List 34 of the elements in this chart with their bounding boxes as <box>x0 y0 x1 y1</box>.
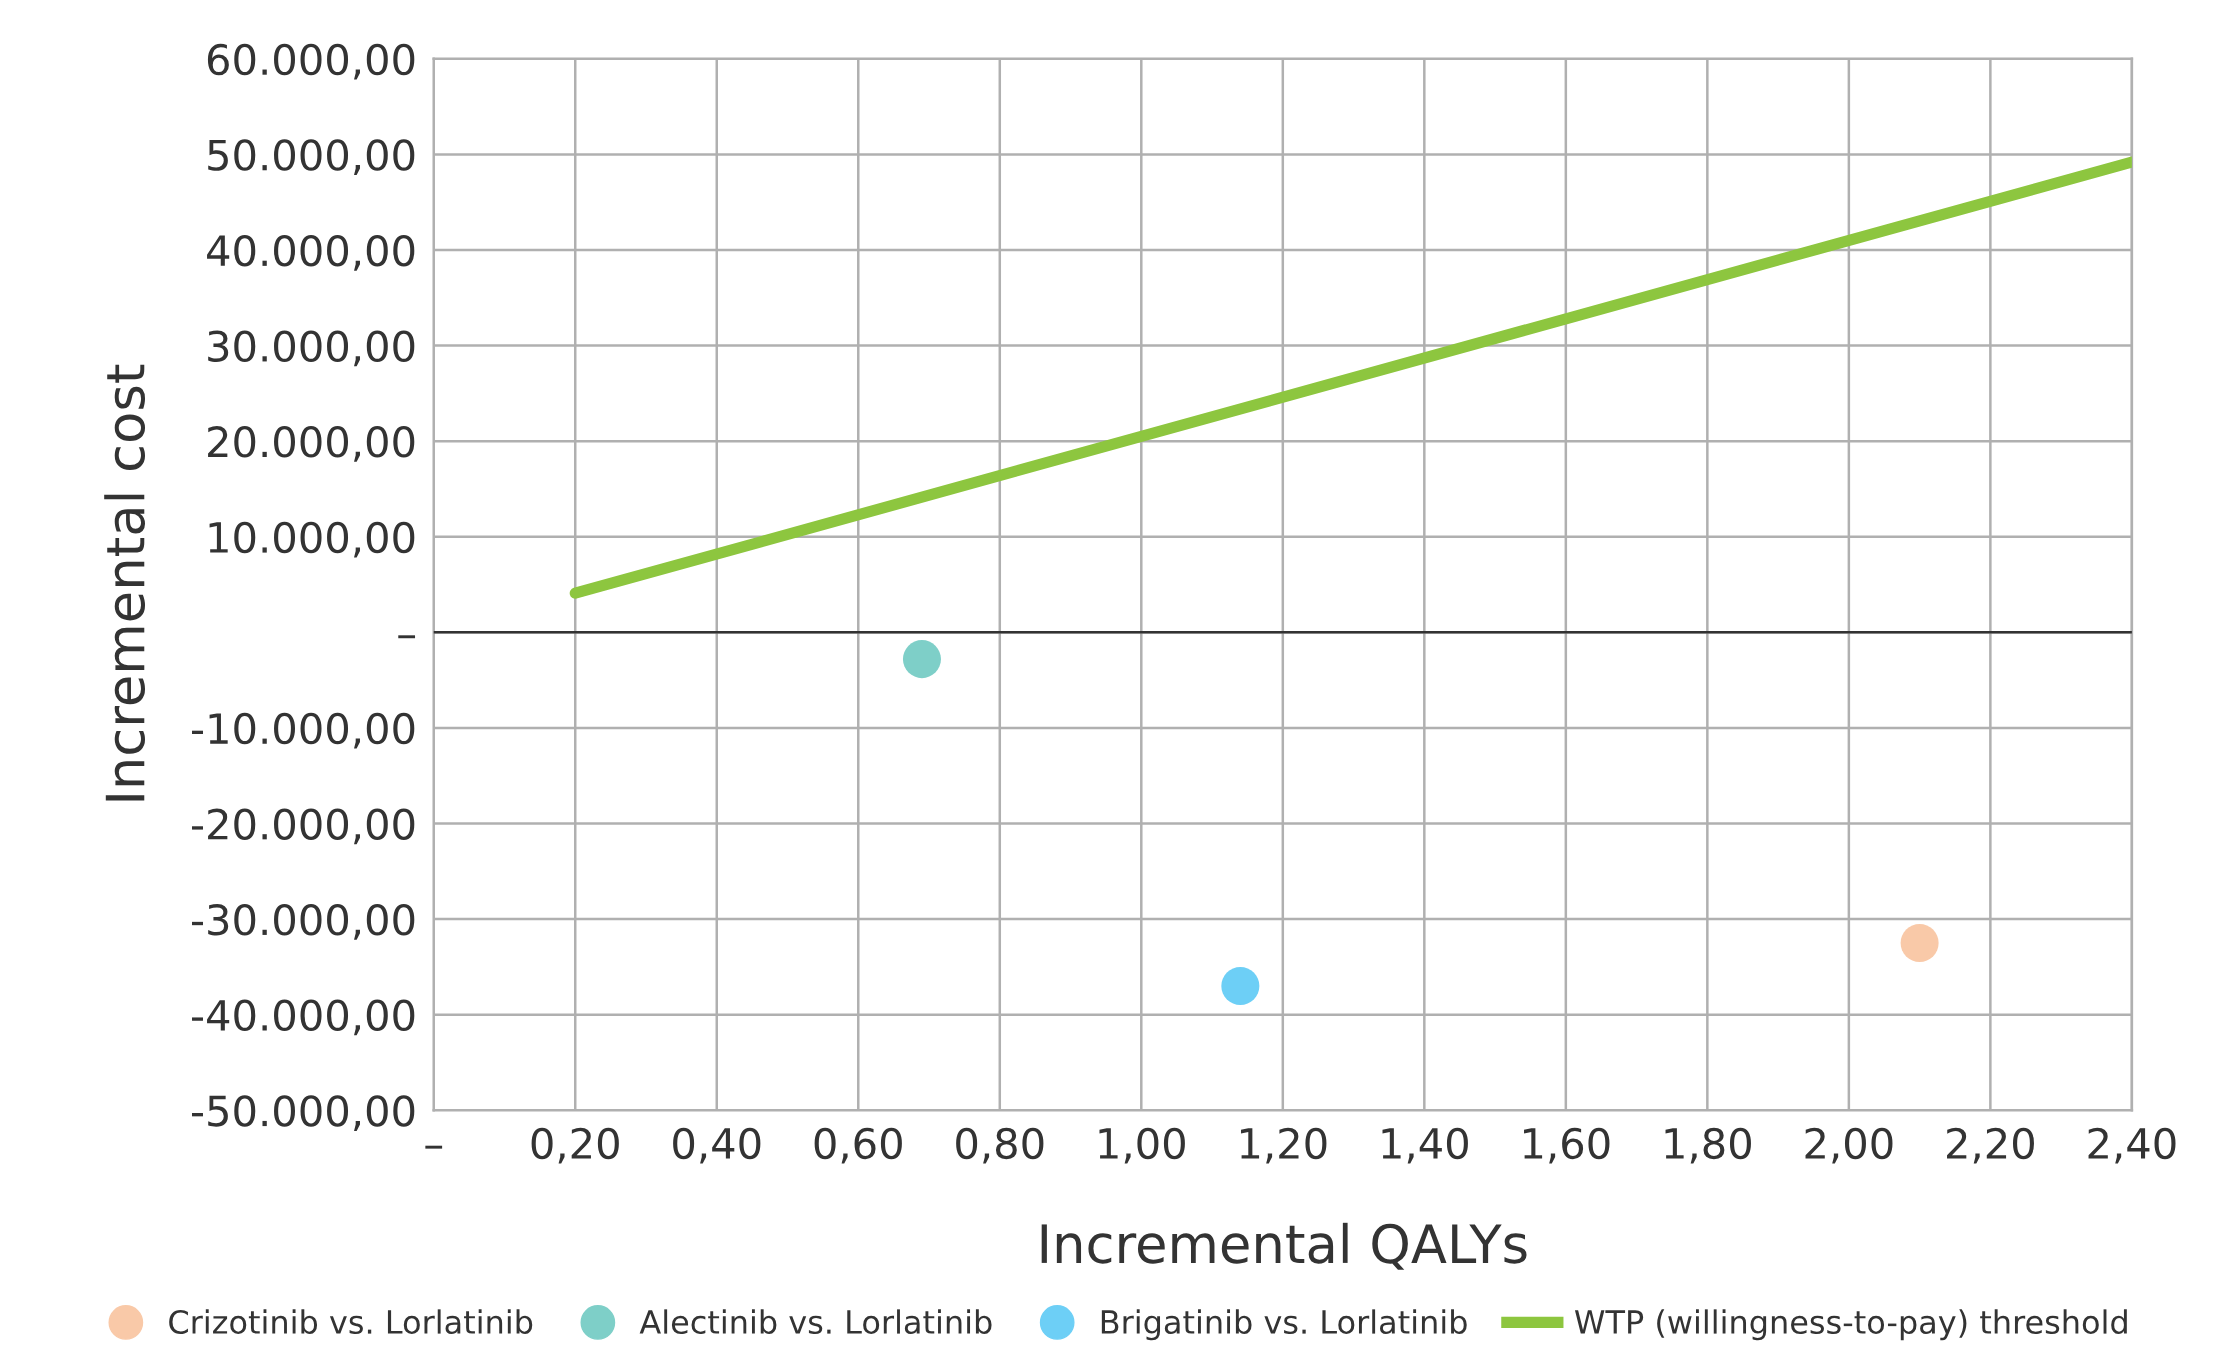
legend-label: Brigatinib vs. Lorlatinib <box>1101 1309 1467 1341</box>
x-tick-label: 1,00 <box>1099 1127 1185 1164</box>
x-tick-label: 2,00 <box>1805 1127 1893 1164</box>
point <box>1221 966 1260 1006</box>
legend-label: WTP (willingness-to-pay) threshold <box>1574 1309 2127 1341</box>
x-tick-label: 2,40 <box>2088 1127 2176 1164</box>
x-tick-label: 0,40 <box>673 1127 761 1164</box>
legend-label: Alectinib vs. Lorlatinib <box>639 1309 992 1335</box>
y-tick-label: -40.000,00 <box>192 999 415 1036</box>
x-tick-label: 1,20 <box>1241 1127 1327 1164</box>
x-tick-label: 0,60 <box>814 1127 902 1164</box>
y-tick-label: – <box>398 635 416 639</box>
x-tick-label: 0,80 <box>956 1127 1044 1164</box>
x-axis-title: Incremental QALYs <box>1041 1222 1527 1270</box>
point <box>902 640 941 679</box>
x-tick-label: 1,80 <box>1665 1127 1751 1164</box>
y-tick-label: 40.000,00 <box>207 234 415 271</box>
x-tick-label: 2,20 <box>1947 1127 2034 1164</box>
y-tick-label: 50.000,00 <box>208 139 415 176</box>
y-tick-label: 60.000,00 <box>207 43 415 80</box>
x-tick-label: – <box>425 1145 443 1149</box>
x-tick-label: 1,60 <box>1524 1127 1610 1164</box>
y-tick-label: -30.000,00 <box>192 904 415 940</box>
y-tick-label: -10.000,00 <box>192 712 415 749</box>
x-tick-label: 1,40 <box>1382 1127 1468 1164</box>
y-tick-label: 30.000,00 <box>208 330 415 367</box>
y-axis-title: Incremental cost <box>104 364 146 801</box>
x-tick-label: 0,20 <box>531 1127 619 1164</box>
y-tick-label: 20.000,00 <box>208 426 415 462</box>
y-tick-label: 10.000,00 <box>209 521 415 558</box>
point <box>1900 923 1939 963</box>
y-tick-label: -20.000,00 <box>192 808 415 845</box>
y-tick-label: -50.000,00 <box>192 1095 415 1131</box>
legend-label: Crizotinib vs. Lorlatinib <box>169 1309 533 1335</box>
